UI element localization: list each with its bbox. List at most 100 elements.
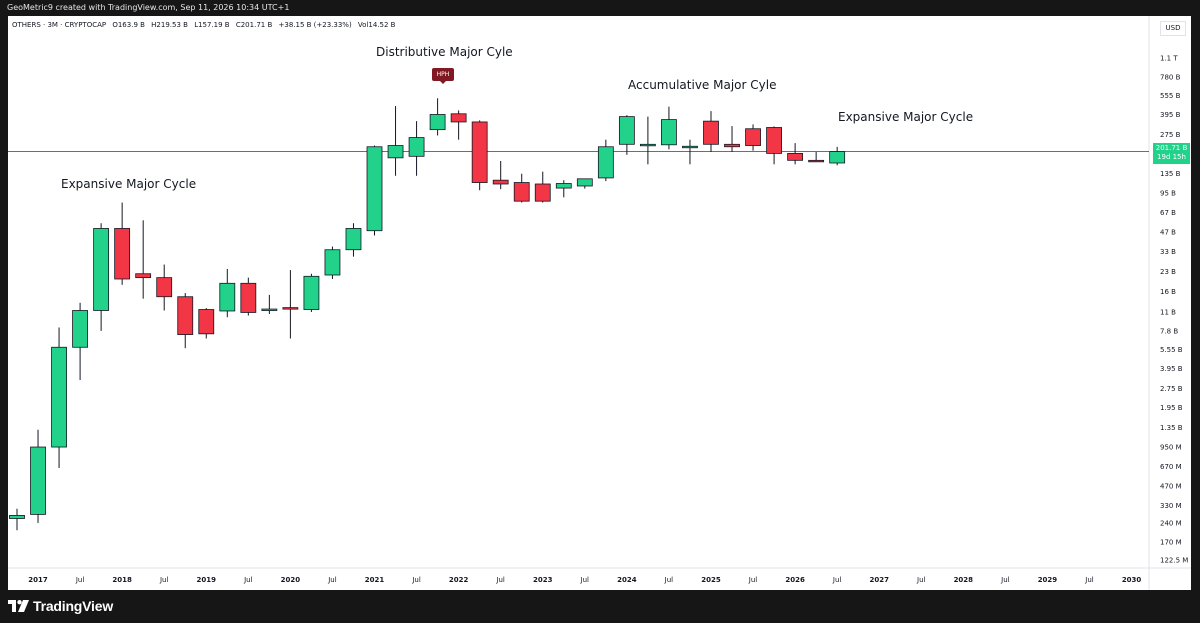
candle-body: [661, 119, 677, 146]
y-tick-label: 67 B: [1160, 209, 1176, 217]
x-tick-label: 2025: [701, 576, 721, 584]
annotation-expansive-cycle-2: Expansive Major Cycle: [838, 110, 974, 124]
open-value: O163.9 B: [112, 21, 145, 29]
x-tick-label: Jul: [580, 576, 590, 584]
y-tick-label: 1.95 B: [1160, 404, 1183, 412]
x-tick-label: 2028: [954, 576, 974, 584]
x-tick-label: 2017: [28, 576, 48, 584]
x-tick-label: 2018: [112, 576, 132, 584]
candle-body: [30, 446, 46, 515]
x-tick-label: Jul: [75, 576, 85, 584]
candle-body: [219, 282, 236, 312]
x-tick-label: Jul: [327, 576, 337, 584]
candle-body: [240, 282, 257, 313]
currency-button[interactable]: USD: [1160, 21, 1186, 36]
candle-body: [345, 228, 362, 251]
candle-body: [429, 114, 446, 131]
close-value: C201.71 B: [235, 21, 273, 29]
candle-body: [471, 121, 488, 183]
y-tick-label: 240 M: [1160, 519, 1182, 527]
x-tick-label: 2021: [365, 576, 385, 584]
y-tick-label: 23 B: [1160, 268, 1176, 276]
candle-body: [282, 307, 299, 310]
x-tick-label: 2029: [1038, 576, 1058, 584]
candle-body: [534, 183, 551, 202]
y-tick-label: 122.5 M: [1160, 557, 1188, 565]
y-tick-label: 330 M: [1160, 502, 1182, 510]
x-tick-label: 2022: [449, 576, 469, 584]
low-value: L157.19 B: [194, 21, 230, 29]
y-tick-label: 470 M: [1160, 482, 1182, 490]
candle-body: [303, 275, 320, 310]
x-tick-label: Jul: [916, 576, 926, 584]
high-value: H219.53 B: [151, 21, 188, 29]
y-tick-label: 1.35 B: [1160, 424, 1183, 432]
candle-body: [703, 120, 719, 145]
x-tick-label: Jul: [243, 576, 253, 584]
x-tick-label: 2024: [617, 576, 637, 584]
x-tick-label: 2020: [281, 576, 301, 584]
y-tick-label: 5.55 B: [1160, 346, 1183, 354]
x-tick-label: Jul: [832, 576, 842, 584]
x-tick-label: Jul: [495, 576, 505, 584]
candle-body: [808, 159, 825, 163]
y-tick-label: 670 M: [1160, 463, 1182, 471]
candle-body: [787, 153, 804, 161]
candle-body: [766, 127, 782, 154]
candle-body: [135, 273, 152, 279]
x-tick-label: Jul: [748, 576, 758, 584]
candle-body: [51, 346, 67, 448]
bar-countdown: 19d 15h: [1157, 153, 1186, 161]
y-tick-label: 135 B: [1160, 170, 1181, 178]
y-tick-label: 7.8 B: [1160, 327, 1178, 335]
y-tick-label: 33 B: [1160, 248, 1176, 256]
candle-body: [492, 179, 509, 185]
candle-body: [682, 145, 698, 149]
x-tick-label: 2026: [785, 576, 805, 584]
y-tick-label: 555 B: [1160, 92, 1181, 100]
candle-body: [198, 309, 215, 335]
x-tick-label: Jul: [159, 576, 169, 584]
tradingview-logo-icon: [8, 600, 29, 612]
y-tick-label: 95 B: [1160, 190, 1176, 198]
tradingview-wordmark: TradingView: [33, 598, 114, 614]
candle-body: [387, 145, 404, 159]
candle-body: [114, 228, 131, 280]
candle-body: [829, 151, 846, 164]
candle-body: [177, 296, 194, 335]
chart-credit: GeoMetric9 created with TradingView.com,…: [7, 3, 290, 12]
x-tick-label: Jul: [1084, 576, 1094, 584]
symbol-name: OTHERS · 3M · CRYPTOCAP: [12, 21, 107, 29]
tradingview-logo[interactable]: TradingView: [8, 598, 113, 614]
candle-body: [156, 277, 173, 298]
y-tick-label: 780 B: [1160, 73, 1181, 81]
x-tick-label: Jul: [664, 576, 674, 584]
last-price-value: 201.71 B: [1155, 144, 1188, 152]
top-bar: GeoMetric9 created with TradingView.com,…: [0, 0, 1200, 16]
candle-body: [9, 515, 25, 519]
y-tick-label: 275 B: [1160, 131, 1181, 139]
candle-body: [261, 308, 278, 311]
y-tick-label: 3.95 B: [1160, 365, 1183, 373]
candle-body: [93, 228, 110, 311]
annotation-expansive-cycle-1: Expansive Major Cycle: [61, 177, 197, 191]
candle-body: [366, 146, 383, 232]
last-price-badge: 201.71 B 19d 15h: [1153, 143, 1190, 164]
candle-body: [745, 128, 761, 146]
candle-body: [408, 137, 425, 157]
candle-body: [72, 310, 88, 348]
candle-body: [513, 182, 530, 202]
candle-body: [576, 178, 593, 187]
candle-body: [618, 116, 635, 145]
hph-marker: HPH: [432, 68, 454, 84]
x-tick-label: 2019: [196, 576, 216, 584]
candle-body: [324, 249, 341, 276]
footer: TradingView: [0, 590, 1200, 623]
x-tick-label: 2023: [533, 576, 553, 584]
volume-value: Vol14.52 B: [357, 21, 396, 29]
y-tick-label: 2.75 B: [1160, 385, 1183, 393]
y-tick-label: 950 M: [1160, 444, 1182, 452]
candle-body: [555, 183, 572, 189]
